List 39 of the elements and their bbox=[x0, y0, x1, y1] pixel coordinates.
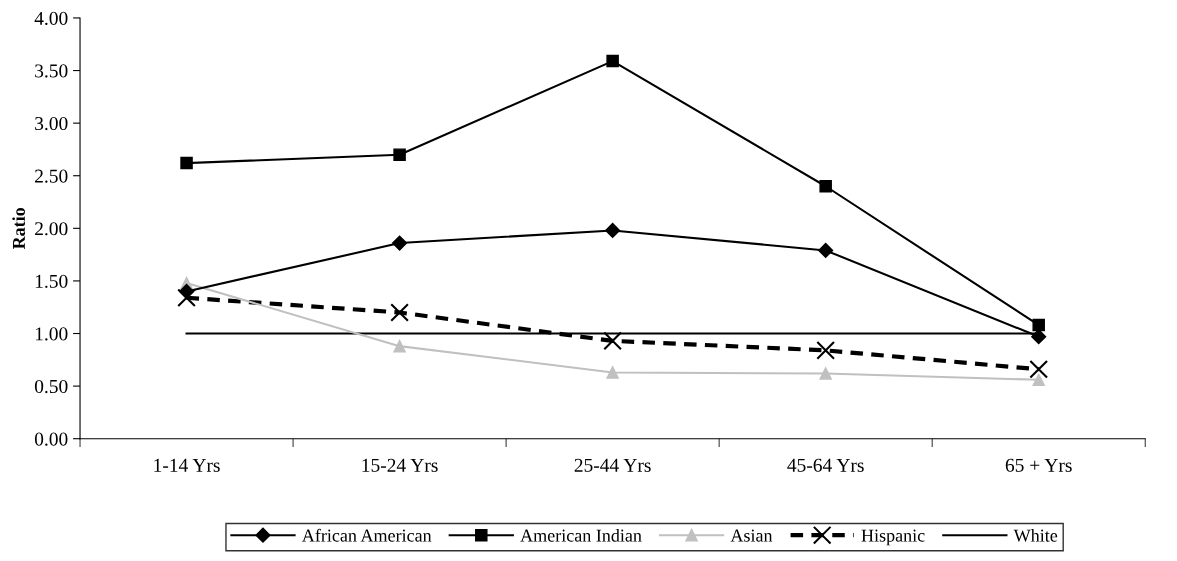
point bbox=[393, 148, 406, 161]
legend-label: White bbox=[1013, 528, 1058, 542]
point bbox=[177, 288, 196, 308]
y-axis-title: Ratio bbox=[12, 207, 25, 250]
y-tick-label: 3.50 bbox=[35, 64, 68, 78]
point bbox=[819, 180, 832, 193]
point bbox=[819, 367, 832, 380]
y-tick-label: 0.50 bbox=[34, 379, 68, 394]
x-tick-label: 65 + Yrs bbox=[1005, 458, 1072, 472]
x-tick-label: 1-14 Yrs bbox=[154, 458, 220, 472]
x-tick-label: 45-64 Yrs bbox=[787, 458, 864, 472]
point bbox=[818, 242, 834, 258]
legend-label: African American bbox=[301, 528, 432, 542]
y-tick-label: 0.00 bbox=[34, 432, 68, 446]
x-tick-label: 15-24 Yrs bbox=[362, 458, 438, 472]
point bbox=[603, 331, 622, 351]
legend-label: American Indian bbox=[520, 528, 642, 542]
point bbox=[605, 222, 621, 239]
point bbox=[180, 156, 193, 170]
legend-label: Hispanic bbox=[861, 529, 925, 546]
point bbox=[178, 283, 195, 300]
point bbox=[816, 340, 836, 360]
y-tick-label: 4.00 bbox=[34, 11, 68, 25]
legend-label: Asian bbox=[730, 529, 773, 542]
x-tick-label: 25-44 Yrs bbox=[574, 458, 651, 472]
point bbox=[1032, 318, 1045, 332]
point bbox=[1032, 373, 1045, 387]
point bbox=[1031, 329, 1047, 345]
y-tick-label: 2.50 bbox=[35, 169, 68, 183]
point bbox=[606, 54, 619, 68]
point bbox=[606, 366, 619, 379]
y-tick-label: 2.00 bbox=[35, 222, 68, 236]
point bbox=[392, 235, 408, 251]
point bbox=[393, 339, 406, 353]
point bbox=[1029, 359, 1049, 379]
point bbox=[390, 303, 409, 322]
y-tick-label: 1.00 bbox=[35, 327, 68, 341]
y-tick-label: 1.50 bbox=[35, 274, 68, 288]
y-tick-label: 3.00 bbox=[35, 116, 68, 131]
